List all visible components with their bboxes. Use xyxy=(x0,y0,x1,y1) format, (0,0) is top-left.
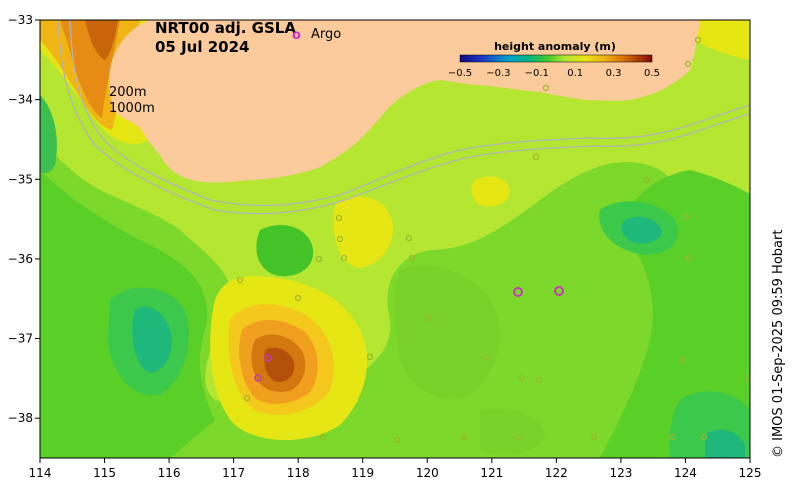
plot-frame xyxy=(39,19,751,459)
y-axis: −33 −34 −35 −36 −37 −38 xyxy=(8,13,40,425)
product-title: NRT00 adj. GSLA xyxy=(155,19,296,37)
contour-band-central xyxy=(394,266,501,399)
colorbar-tick-label: −0.5 xyxy=(448,68,472,79)
eddy-high-northeast xyxy=(471,176,510,207)
argo-legend-symbol: o xyxy=(292,28,301,43)
argo-legend-label: Argo xyxy=(311,27,341,42)
isobath-200m xyxy=(57,20,750,215)
argo-float[interactable] xyxy=(254,374,262,382)
colorbar-tick-label: −0.1 xyxy=(525,68,549,79)
map-date: 05 Jul 2024 xyxy=(155,38,249,56)
x-tick-label: 120 xyxy=(416,466,439,480)
isobath-label-1000m: 1000m xyxy=(109,101,155,116)
colorbar-tick-label: 0.1 xyxy=(567,68,583,79)
colorbar: height anomaly (m) −0.5 −0.3 −0.1 0.1 0.3 0.5 xyxy=(448,40,660,79)
x-tick-label: 115 xyxy=(93,466,116,480)
colorbar-title: height anomaly (m) xyxy=(494,40,616,53)
shelf-high-core xyxy=(85,20,118,60)
colorbar-tick-label: 0.5 xyxy=(644,68,660,79)
y-tick-label: −37 xyxy=(8,332,33,346)
colorbar-tick-label: −0.3 xyxy=(486,68,510,79)
x-tick-label: 124 xyxy=(674,466,697,480)
colorbar-tick-label: 0.3 xyxy=(606,68,622,79)
x-tick-label: 123 xyxy=(609,466,632,480)
x-tick-label: 125 xyxy=(739,466,762,480)
x-axis: 114 115 116 117 118 119 120 121 122 123 124 125 xyxy=(29,458,762,480)
eddy-low-southeast-core xyxy=(705,429,745,458)
x-tick-label: 121 xyxy=(480,466,503,480)
x-tick-label: 118 xyxy=(287,466,310,480)
y-tick-label: −38 xyxy=(8,411,33,425)
contour-band-south xyxy=(480,408,545,455)
y-tick-label: −36 xyxy=(8,252,33,266)
colorbar-ticks: −0.5 −0.3 −0.1 0.1 0.3 0.5 xyxy=(448,68,660,79)
x-tick-label: 117 xyxy=(222,466,245,480)
argo-float[interactable] xyxy=(264,354,272,362)
observation-dots xyxy=(236,36,750,444)
x-tick-label: 114 xyxy=(29,466,52,480)
eddy-high-north xyxy=(333,196,393,268)
eddy-high-core xyxy=(264,347,295,382)
eddy-low-northwest xyxy=(40,95,57,174)
isobath-label-200m: 200m xyxy=(109,85,146,100)
anomaly-field xyxy=(40,20,750,458)
y-tick-label: −35 xyxy=(8,172,33,186)
argo-float[interactable] xyxy=(513,287,523,297)
y-tick-label: −34 xyxy=(8,93,33,107)
y-tick-label: −33 xyxy=(8,13,33,27)
eddy-low-west xyxy=(256,225,314,277)
credit-text: © IMOS 01-Sep-2025 09:59 Hobart xyxy=(771,230,786,458)
eddy-low-east-core xyxy=(621,216,662,244)
isobath-1000m xyxy=(69,20,750,207)
colorbar-scale xyxy=(459,54,653,63)
x-tick-label: 116 xyxy=(158,466,181,480)
x-tick-label: 119 xyxy=(351,466,374,480)
argo-float[interactable] xyxy=(554,286,564,296)
eddy-low-southwest-core xyxy=(132,306,172,373)
x-tick-label: 122 xyxy=(545,466,568,480)
